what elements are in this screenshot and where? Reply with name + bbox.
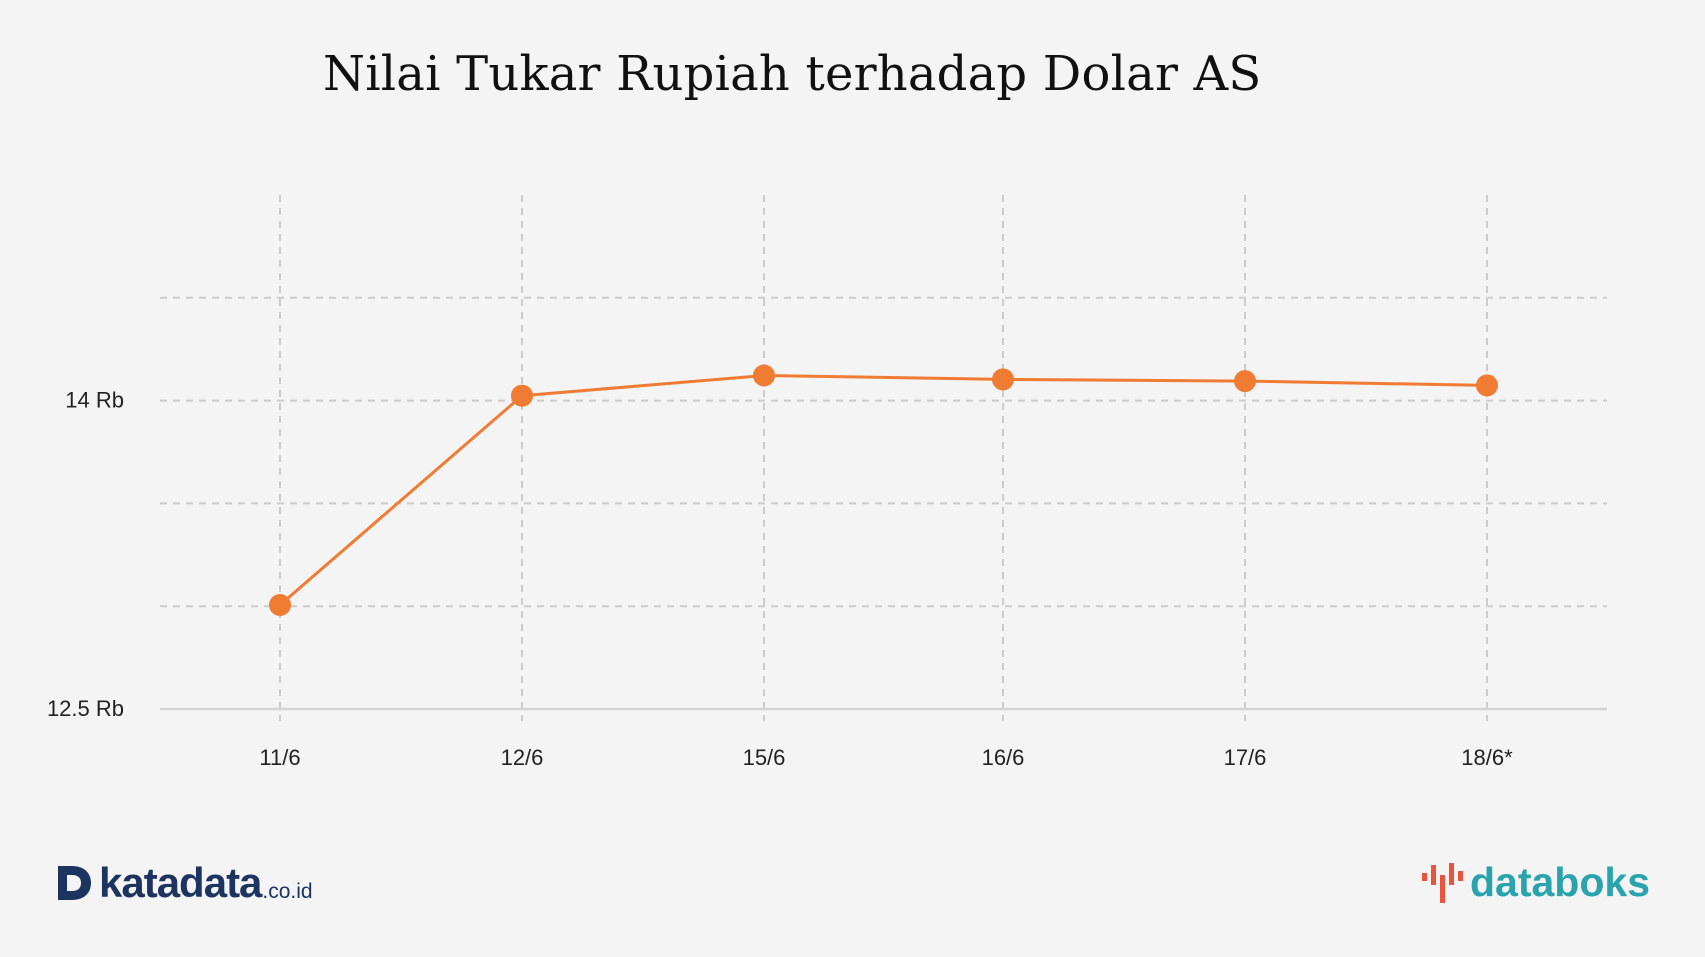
x-tick-label: 18/6*: [1461, 745, 1513, 770]
label-layer: 12.5 Rb 14 Rb 11/6 12/6 15/6 16/6 17/6 18/6*: [47, 388, 1513, 770]
x-tick-label: 12/6: [501, 745, 544, 770]
data-point: [269, 594, 291, 616]
y-tick-label: 14 Rb: [65, 388, 124, 413]
x-tick-label: 16/6: [982, 745, 1025, 770]
data-point: [753, 364, 775, 387]
data-point: [1476, 374, 1498, 397]
chart-title: Nilai Tukar Rupiah terhadap Dolar AS: [323, 46, 1262, 102]
databoks-wordmark: databoks: [1470, 858, 1650, 905]
katadata-d-icon: [58, 866, 91, 900]
katadata-logo[interactable]: katadata .co.id: [55, 859, 313, 906]
databoks-logo[interactable]: databoks: [1420, 858, 1650, 906]
series-line: [279, 374, 1488, 607]
katadata-domain: .co.id: [262, 880, 313, 903]
grid-layer: [160, 195, 1607, 721]
x-tick-label: 17/6: [1224, 745, 1267, 770]
y-tick-label: 12.5 Rb: [47, 696, 124, 721]
series-layer: [269, 364, 1498, 616]
katadata-wordmark: katadata: [99, 859, 262, 906]
x-tick-label: 15/6: [743, 745, 786, 770]
x-tick-label: 11/6: [259, 745, 300, 770]
data-point: [1234, 370, 1256, 393]
data-point: [511, 384, 533, 407]
databoks-bars-icon: [1422, 863, 1463, 903]
data-point: [992, 368, 1014, 391]
